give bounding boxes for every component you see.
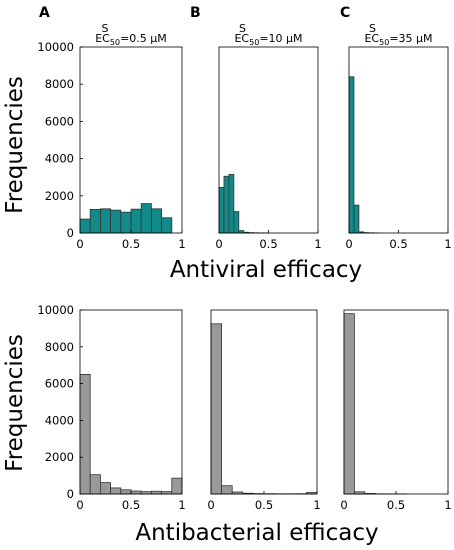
histogram-bar [100,208,112,234]
y-tick-label: 4000 [45,152,74,166]
x-tick-label: 1 [444,498,451,512]
histogram-bar [353,204,360,234]
y-tick-label: 6000 [45,114,74,128]
x-tick-label: 1 [178,498,185,512]
panel-subtitle: EC50=35 μM [364,32,432,47]
y-tick-label: 8000 [45,340,74,354]
panel-c-bottom: 0 0.5 1 [340,309,452,512]
y-tick-label: 6000 [45,377,74,391]
histogram-bar [89,208,101,234]
histogram-bar [130,208,142,234]
histogram-bar [223,175,230,234]
panel-a: 0 0.5 1 0 2000 4000 6000 8000 10000 EC50=0.5 μMS [37,22,185,251]
histogram-bar [79,373,91,495]
x-tick-label: 1 [314,237,321,251]
histogram-bar [348,76,355,234]
axes-frame [348,46,449,234]
axes-frame [79,309,183,495]
x-tick-label: 0.5 [259,237,277,251]
histogram-bar [228,174,235,234]
histogram-bar [110,487,122,495]
x-tick-label: 0 [76,237,83,251]
x-tick-label: 1 [313,498,320,512]
y-tick-label: 10000 [37,303,74,317]
bottom-y-axis-label: Frequencies [2,334,28,472]
histogram-bar [210,323,222,495]
y-tick-label: 4000 [45,413,74,427]
x-tick-label: 1 [178,237,185,251]
panel-subtitle-superscript: S [102,22,109,35]
panel-label-c: C [340,5,350,21]
histogram-bar [218,187,225,234]
x-tick-label: 0.5 [389,237,407,251]
y-tick-label: 0 [67,226,74,240]
histogram-bar [221,485,233,495]
panel-label-a: A [39,5,50,21]
histogram-bar [120,489,132,495]
histogram-bar [120,211,132,234]
bottom-x-axis-label: Antibacterial efficacy [135,520,378,546]
axes-frame [210,309,318,495]
panel-subtitle-superscript: S [369,22,376,35]
histogram-bar [161,217,173,234]
histogram-bar [171,477,183,495]
histogram-bar [89,474,101,495]
histogram-bar [343,313,355,495]
x-tick-label: 0.5 [122,498,140,512]
panel-subtitle-superscript: S [239,22,246,35]
histogram-bar [140,203,152,234]
panel-c: 0 0.5 1 EC50=35 μMS [345,22,451,251]
panel-label-b: B [190,5,201,21]
panel-b-bottom: 0 0.5 1 [207,309,321,512]
x-tick-label: 0 [215,237,222,251]
top-y-axis-label: Frequencies [2,76,28,214]
x-tick-label: 0.5 [122,237,140,251]
x-tick-label: 0.5 [255,498,273,512]
x-tick-label: 0 [76,498,83,512]
histogram-bar [100,482,112,495]
panel-subtitle: EC50=0.5 μM [95,32,167,47]
histogram-bar [79,218,91,234]
x-tick-label: 0 [345,237,352,251]
panel-b: 0 0.5 1 EC50=10 μMS [215,22,321,251]
y-tick-label: 8000 [45,77,74,91]
top-x-axis-label: Antiviral efficacy [170,257,362,283]
x-tick-label: 0 [340,498,347,512]
x-tick-label: 1 [444,237,451,251]
y-tick-label: 0 [67,487,74,501]
x-tick-label: 0 [207,498,214,512]
histogram-bar [110,209,122,234]
axes-frame [79,46,183,234]
y-tick-label: 2000 [45,189,74,203]
y-tick-label: 10000 [37,40,74,54]
x-tick-label: 0.5 [387,498,405,512]
histogram-bar [150,208,162,234]
histogram-bar [130,490,142,495]
panel-a-bottom: 0 0.5 1 0 2000 4000 6000 8000 10000 [37,303,185,512]
histogram-bar [150,490,162,495]
axes-frame [343,309,449,495]
panel-subtitle: EC50=10 μM [234,32,302,47]
histogram-bar [233,211,240,234]
y-tick-label: 2000 [45,450,74,464]
